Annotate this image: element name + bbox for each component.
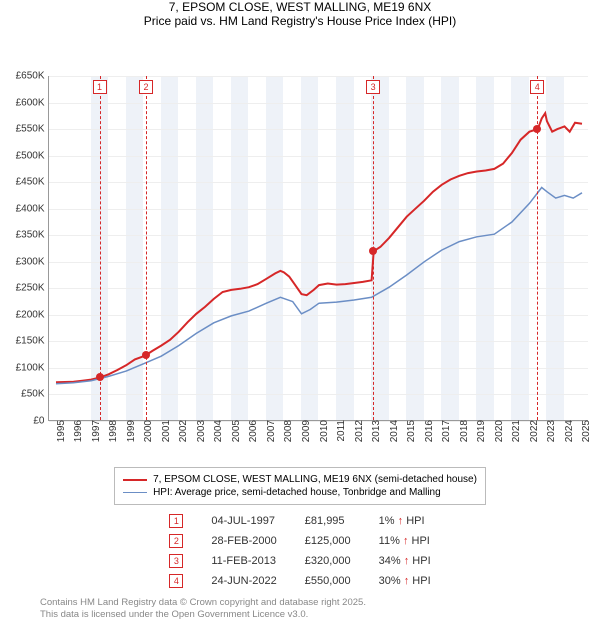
x-tick-label: 2011 — [332, 420, 347, 442]
x-tick-label: 2024 — [560, 420, 575, 442]
sale-date: 28-FEB-2000 — [197, 531, 290, 551]
x-tick-label: 2008 — [279, 420, 294, 442]
y-tick-label: £250K — [16, 283, 49, 294]
x-tick-label: 1999 — [122, 420, 137, 442]
x-tick-label: 2005 — [227, 420, 242, 442]
marker-vline — [146, 76, 147, 420]
x-tick-label: 2019 — [472, 420, 487, 442]
sale-price: £320,000 — [291, 551, 365, 571]
x-tick-label: 2013 — [367, 420, 382, 442]
sales-table: 1 04-JUL-1997£81,9951% ↑ HPI 2 28-FEB-2000£… — [155, 511, 444, 591]
x-tick-label: 1998 — [104, 420, 119, 442]
x-tick-label: 2002 — [174, 420, 189, 442]
sale-marker-cell: 3 — [155, 551, 197, 571]
y-tick-label: £150K — [16, 336, 49, 347]
x-tick-label: 2001 — [157, 420, 172, 442]
x-tick-label: 1997 — [87, 420, 102, 442]
legend-label: HPI: Average price, semi-detached house,… — [153, 487, 441, 498]
x-tick-label: 2004 — [209, 420, 224, 442]
sale-delta: 30% ↑ HPI — [365, 571, 445, 591]
series-price-paid — [56, 113, 582, 382]
x-tick-label: 2015 — [402, 420, 417, 442]
x-tick-label: 2021 — [507, 420, 522, 442]
footer-line-1: Contains HM Land Registry data © Crown c… — [40, 597, 600, 609]
chart-subtitle: Price paid vs. HM Land Registry's House … — [0, 14, 600, 28]
series-svg — [49, 76, 589, 421]
y-tick-label: £500K — [16, 150, 49, 161]
x-tick-label: 2023 — [542, 420, 557, 442]
table-row: 3 11-FEB-2013£320,00034% ↑ HPI — [155, 551, 444, 571]
y-tick-label: £550K — [16, 124, 49, 135]
marker-label: 4 — [530, 80, 544, 94]
x-tick-label: 2022 — [525, 420, 540, 442]
arrow-up-icon: ↑ — [404, 555, 410, 567]
x-tick-label: 2025 — [577, 420, 592, 442]
y-tick-label: £50K — [21, 389, 48, 400]
sale-delta: 1% ↑ HPI — [365, 511, 445, 531]
sale-marker-cell: 4 — [155, 571, 197, 591]
plot-area: £0£50K£100K£150K£200K£250K£300K£350K£400… — [48, 76, 588, 421]
y-tick-label: £600K — [16, 97, 49, 108]
chart-title: 7, EPSOM CLOSE, WEST MALLING, ME19 6NX — [0, 0, 600, 14]
table-row: 2 28-FEB-2000£125,00011% ↑ HPI — [155, 531, 444, 551]
sale-marker-icon: 3 — [169, 554, 183, 568]
legend-swatch — [123, 479, 147, 481]
sale-price: £81,995 — [291, 511, 365, 531]
y-tick-label: £300K — [16, 256, 49, 267]
sale-price: £125,000 — [291, 531, 365, 551]
sale-marker-icon: 4 — [169, 574, 183, 588]
x-tick-label: 2010 — [315, 420, 330, 442]
x-tick-label: 2016 — [420, 420, 435, 442]
legend-swatch — [123, 492, 147, 493]
table-row: 4 24-JUN-2022£550,00030% ↑ HPI — [155, 571, 444, 591]
footer-attribution: Contains HM Land Registry data © Crown c… — [40, 597, 600, 622]
x-tick-label: 1995 — [52, 420, 67, 442]
marker-label: 2 — [139, 80, 153, 94]
sale-date: 11-FEB-2013 — [197, 551, 290, 571]
x-tick-label: 2007 — [262, 420, 277, 442]
arrow-up-icon: ↑ — [398, 515, 404, 527]
x-tick-label: 2009 — [297, 420, 312, 442]
legend-item: 7, EPSOM CLOSE, WEST MALLING, ME19 6NX (… — [123, 474, 477, 485]
sale-marker-icon: 2 — [169, 534, 183, 548]
legend-label: 7, EPSOM CLOSE, WEST MALLING, ME19 6NX (… — [153, 474, 477, 485]
x-tick-label: 1996 — [69, 420, 84, 442]
marker-label: 1 — [93, 80, 107, 94]
sale-delta: 34% ↑ HPI — [365, 551, 445, 571]
sale-marker-cell: 1 — [155, 511, 197, 531]
marker-dot — [96, 373, 104, 381]
marker-label: 3 — [366, 80, 380, 94]
x-tick-label: 2014 — [385, 420, 400, 442]
x-tick-label: 2018 — [455, 420, 470, 442]
table-row: 1 04-JUL-1997£81,9951% ↑ HPI — [155, 511, 444, 531]
x-tick-label: 2012 — [350, 420, 365, 442]
arrow-up-icon: ↑ — [404, 575, 410, 587]
arrow-up-icon: ↑ — [403, 535, 409, 547]
sale-date: 04-JUL-1997 — [197, 511, 290, 531]
x-tick-label: 2020 — [490, 420, 505, 442]
x-tick-label: 2017 — [437, 420, 452, 442]
legend-item: HPI: Average price, semi-detached house,… — [123, 487, 477, 498]
y-tick-label: £350K — [16, 230, 49, 241]
x-tick-label: 2003 — [192, 420, 207, 442]
marker-dot — [369, 247, 377, 255]
x-tick-label: 2006 — [244, 420, 259, 442]
sale-price: £550,000 — [291, 571, 365, 591]
y-tick-label: £100K — [16, 362, 49, 373]
sale-marker-cell: 2 — [155, 531, 197, 551]
y-tick-label: £0 — [33, 416, 48, 427]
sale-delta: 11% ↑ HPI — [365, 531, 445, 551]
chart-container: £0 £50K £100K £150K £200K £250K £300K £350K £400… — [3, 36, 598, 463]
sale-marker-icon: 1 — [169, 514, 183, 528]
marker-dot — [533, 125, 541, 133]
y-tick-label: £650K — [16, 71, 49, 82]
x-tick-label: 2000 — [139, 420, 154, 442]
y-tick-label: £400K — [16, 203, 49, 214]
legend: 7, EPSOM CLOSE, WEST MALLING, ME19 6NX (… — [114, 467, 486, 505]
sale-date: 24-JUN-2022 — [197, 571, 290, 591]
y-tick-label: £450K — [16, 177, 49, 188]
marker-dot — [142, 351, 150, 359]
y-tick-label: £200K — [16, 309, 49, 320]
marker-vline — [100, 76, 101, 420]
